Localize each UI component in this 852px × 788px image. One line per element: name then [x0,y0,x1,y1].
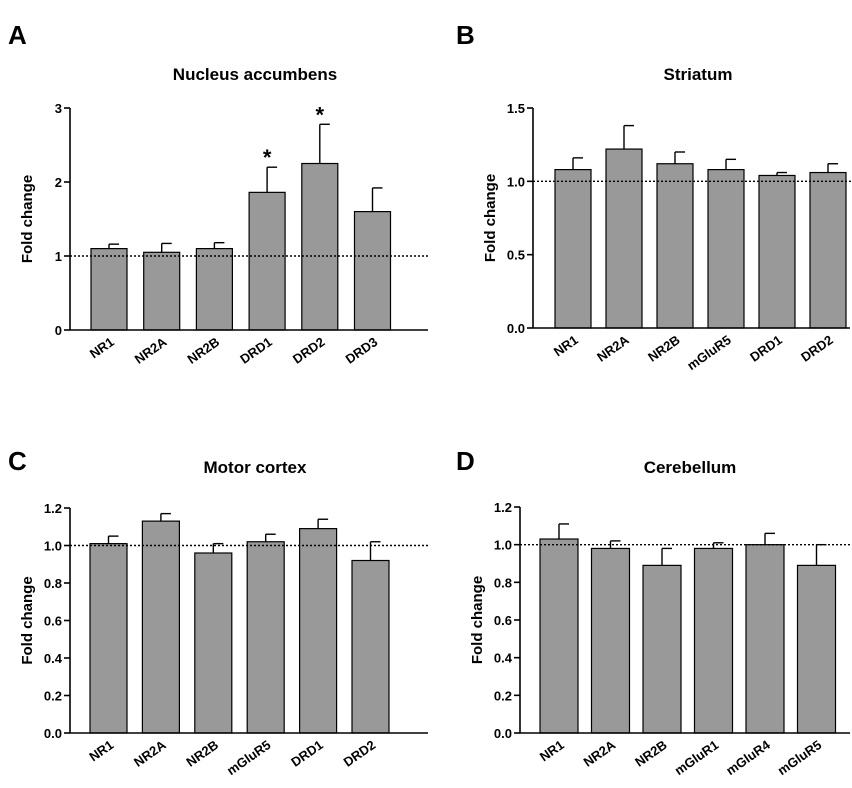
panel-b-letter: B [456,20,475,50]
panel-d-category-label: NR2A [581,737,619,770]
panel-c-ylabel: Fold change [19,576,36,664]
panel-c-y-tick-label: 0.8 [44,576,62,591]
panel-a-significance-star: * [316,102,325,127]
panel-c-y-tick-label: 0.2 [44,689,62,704]
panel-d-y-tick-label: 1.0 [494,538,512,553]
panel-c-y-tick-label: 1.0 [44,539,62,554]
panel-d-bar [796,564,837,734]
panel-c-y-tick-label: 0.6 [44,614,62,629]
panel-b-ylabel: Fold change [482,174,499,262]
panel-c-y-tick-label: 0.4 [44,651,63,666]
panel-a-bar [195,248,233,331]
panel-b-bar [707,169,745,329]
panel-a-bar [143,251,181,331]
panel-d-category-label: mGluR4 [723,737,773,778]
panel-c-bar [89,543,128,734]
panel-b-category-label: DRD2 [798,332,836,365]
panel-d-category-label: mGluR5 [775,737,824,778]
panel-c-category-label: DRD1 [288,737,326,770]
panel-d-y-tick-label: 0.2 [494,688,512,703]
panel-d-category-label: mGluR1 [672,737,721,778]
panel-a-bar [248,191,286,331]
panel-a-category-label: NR1 [87,334,117,361]
panel-a-y-tick-label: 3 [55,101,62,116]
panel-c-title: Motor cortex [204,458,308,477]
panel-c-category-label: NR2B [183,737,221,770]
panel-d-y-tick-label: 0.0 [494,726,512,741]
panel-b-category-label: NR2A [594,332,632,365]
panel-d-y-tick-label: 0.8 [494,575,512,590]
panel-c: C Motor cortex Fold change NR1 NR2A NR2B mGluR… [8,446,430,778]
panel-d-bar [693,547,734,734]
panel-a-letter: A [8,20,27,50]
panel-b-y-tick-label: 0.5 [507,248,525,263]
panel-d-bar [539,538,579,734]
panel-b-y-tick-label: 1.0 [507,174,525,189]
panel-d-bar [642,564,682,734]
panel-a-significance-star: * [263,145,272,170]
panel-a-y-tick-label: 1 [55,249,62,264]
panel-d-bar [745,544,785,734]
panel-c-bar [351,559,390,734]
panel-b-title: Striatum [664,65,733,84]
panel-a-y-tick-label: 0 [55,323,62,338]
panel-a-category-label: NR2B [185,334,223,367]
panel-b-bar [809,171,847,329]
panel-a-bar [90,248,128,331]
panel-d-y-tick-label: 1.2 [494,500,512,515]
panel-b-category-label: DRD1 [747,332,785,365]
panel-a-category-label: DRD1 [237,334,275,367]
panel-c-bar [299,528,338,734]
panel-c-category-label: NR1 [86,737,116,764]
panel-c-category-label: NR2A [131,737,169,770]
panel-b-bar [605,148,643,329]
panel-c-bar [141,520,180,734]
panel-b-y-tick-label: 0.0 [507,321,525,336]
panel-b-bar [554,169,592,329]
panel-d-letter: D [456,446,475,476]
panel-a-category-label: NR2A [132,334,170,367]
panel-b-category-label: mGluR5 [684,332,733,373]
panel-b: B Striatum Fold change NR1 NR2A NR2B mGluR5 DRD… [456,20,852,373]
panel-b-bar [758,174,796,329]
panel-b-y-tick-label: 1.5 [507,101,525,116]
panel-b-category-label: NR2B [645,332,683,365]
panel-b-bar [656,163,694,329]
panel-a-y-tick-label: 2 [55,175,62,190]
panel-d-bar [590,547,631,734]
panel-a-title: Nucleus accumbens [173,65,337,84]
panel-c-y-tick-label: 1.2 [44,501,62,516]
panel-b-category-label: NR1 [551,332,581,359]
panel-d-category-label: NR1 [537,737,567,764]
panel-d-category-label: NR2B [632,737,670,770]
panel-a-category-label: DRD2 [290,334,328,367]
panel-c-category-label: DRD2 [341,737,379,770]
panel-d-y-tick-label: 0.6 [494,613,512,628]
panel-c-letter: C [8,446,27,476]
panel-a-bar [353,211,392,331]
panel-a-bar [301,162,339,331]
panel-d-title: Cerebellum [644,458,737,477]
panel-d-y-tick-label: 0.4 [494,651,513,666]
panel-d-ylabel: Fold change [469,576,486,664]
panel-a-ylabel: Fold change [19,175,36,263]
panel-c-bar [246,541,285,734]
panel-a: A Nucleus accumbens Fold change NR1 NR2A NR2B… [8,20,430,367]
panel-c-category-label: mGluR5 [224,737,273,778]
panel-c-bar [194,552,233,734]
panel-a-category-label: DRD3 [343,334,381,367]
panel-c-y-tick-label: 0.0 [44,726,62,741]
